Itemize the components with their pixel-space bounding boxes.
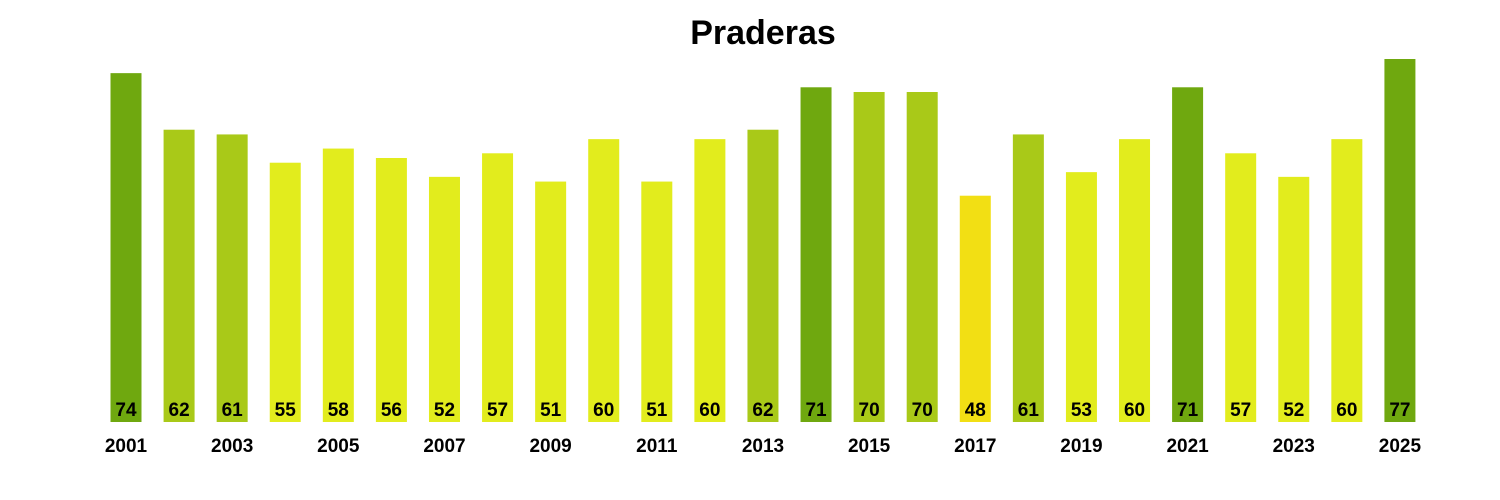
bar-2020 — [1119, 139, 1151, 422]
bar-2002 — [163, 129, 195, 422]
value-label-2010: 60 — [593, 400, 614, 421]
x-tick-2015: 2015 — [848, 436, 891, 457]
x-tick-2001: 2001 — [105, 436, 148, 457]
value-label-2009: 51 — [540, 400, 562, 421]
bar-2021 — [1172, 87, 1204, 422]
value-label-2024: 60 — [1336, 400, 1357, 421]
value-label-2008: 57 — [487, 400, 508, 421]
value-label-2007: 52 — [434, 400, 455, 421]
x-tick-2017: 2017 — [954, 436, 996, 457]
x-tick-2023: 2023 — [1273, 436, 1315, 457]
bar-2022 — [1225, 153, 1257, 423]
value-label-2021: 71 — [1177, 400, 1199, 421]
bar-2011 — [641, 181, 673, 422]
value-label-2002: 62 — [169, 400, 190, 421]
bar-2008 — [482, 153, 514, 423]
value-label-2020: 60 — [1124, 400, 1145, 421]
value-label-2015: 70 — [859, 400, 880, 421]
bar-2025 — [1384, 59, 1416, 422]
bar-2013 — [747, 129, 779, 422]
value-label-2003: 61 — [222, 400, 244, 421]
value-label-2004: 55 — [275, 400, 297, 421]
bar-2023 — [1278, 176, 1310, 422]
x-tick-2025: 2025 — [1379, 436, 1422, 457]
bar-2010 — [588, 139, 620, 422]
bar-2005 — [322, 148, 354, 422]
x-axis-ticks: 2001 2003 2005 2007 2009 2011 2013 2015 2017 2019… — [105, 436, 1422, 457]
x-tick-2003: 2003 — [211, 436, 253, 457]
value-labels-group: 74 62 61 55 58 56 52 57 51 60 51 60 62 71 70 70 48 61 53 60… — [115, 400, 1410, 421]
bar-2009 — [535, 181, 567, 422]
chart-title: Praderas — [690, 14, 836, 52]
bar-2012 — [694, 139, 726, 422]
x-tick-2009: 2009 — [529, 436, 571, 457]
bar-2004 — [269, 162, 301, 422]
x-tick-2013: 2013 — [742, 436, 784, 457]
value-label-2013: 62 — [752, 400, 773, 421]
value-label-2019: 53 — [1071, 400, 1092, 421]
bar-2017 — [959, 195, 991, 422]
x-tick-2007: 2007 — [423, 436, 465, 457]
bar-2016 — [906, 92, 938, 422]
value-label-2001: 74 — [115, 400, 137, 421]
value-label-2006: 56 — [381, 400, 402, 421]
x-tick-2005: 2005 — [317, 436, 360, 457]
x-tick-2021: 2021 — [1166, 436, 1209, 457]
bar-2018 — [1012, 134, 1044, 422]
value-label-2016: 70 — [912, 400, 933, 421]
value-label-2022: 57 — [1230, 400, 1251, 421]
bar-2007 — [428, 176, 460, 422]
value-label-2012: 60 — [699, 400, 720, 421]
value-label-2018: 61 — [1018, 400, 1040, 421]
value-label-2011: 51 — [646, 400, 668, 421]
bar-2001 — [110, 73, 142, 422]
x-tick-2011: 2011 — [636, 436, 678, 457]
value-label-2014: 71 — [805, 400, 827, 421]
bars-group — [110, 59, 1416, 423]
value-label-2023: 52 — [1283, 400, 1304, 421]
bar-2006 — [375, 158, 407, 422]
bar-2003 — [216, 134, 248, 422]
bar-2019 — [1065, 172, 1097, 422]
value-label-2025: 77 — [1389, 400, 1410, 421]
value-label-2005: 58 — [328, 400, 349, 421]
x-tick-2019: 2019 — [1060, 436, 1102, 457]
value-label-2017: 48 — [965, 400, 986, 421]
bar-2014 — [800, 87, 832, 422]
bar-2015 — [853, 92, 885, 422]
bar-2024 — [1331, 139, 1363, 422]
